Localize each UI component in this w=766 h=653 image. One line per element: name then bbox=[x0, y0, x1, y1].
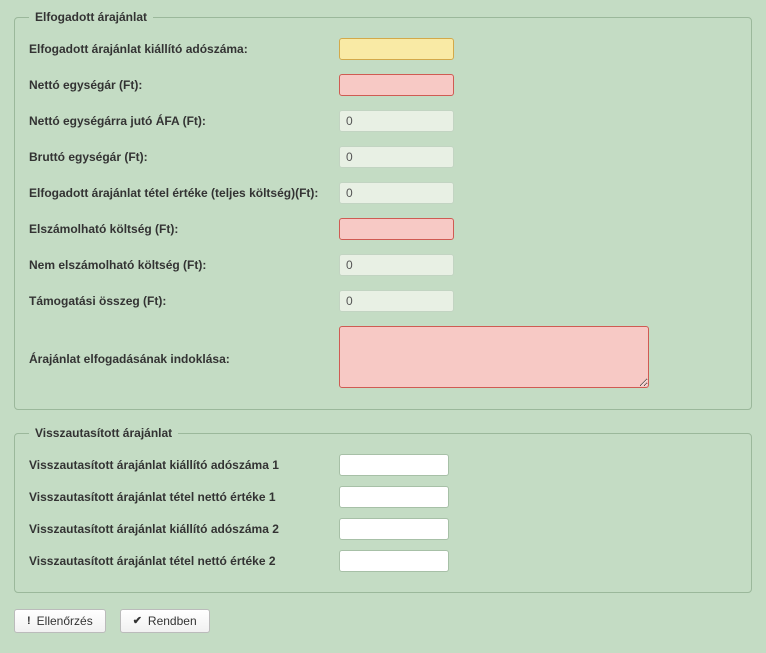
row-rej-net2: Visszautasított árajánlat tétel nettó ér… bbox=[29, 550, 737, 572]
button-bar: ! Ellenőrzés ✔ Rendben bbox=[14, 609, 752, 633]
label-rej-tax1: Visszautasított árajánlat kiállító adósz… bbox=[29, 458, 339, 472]
label-support: Támogatási összeg (Ft): bbox=[29, 294, 339, 308]
ok-button-label: Rendben bbox=[148, 614, 197, 628]
input-net-vat[interactable] bbox=[339, 110, 454, 132]
input-net-unit[interactable] bbox=[339, 74, 454, 96]
row-rej-tax2: Visszautasított árajánlat kiállító adósz… bbox=[29, 518, 737, 540]
label-net-unit: Nettó egységár (Ft): bbox=[29, 78, 339, 92]
input-issuer-tax[interactable] bbox=[339, 38, 454, 60]
row-justification: Árajánlat elfogadásának indoklása: bbox=[29, 326, 737, 391]
row-net-unit: Nettó egységár (Ft): bbox=[29, 74, 737, 96]
row-rej-tax1: Visszautasított árajánlat kiállító adósz… bbox=[29, 454, 737, 476]
rejected-offer-fieldset: Visszautasított árajánlat Visszautasítot… bbox=[14, 426, 752, 593]
label-rej-tax2: Visszautasított árajánlat kiállító adósz… bbox=[29, 522, 339, 536]
label-rej-net1: Visszautasított árajánlat tétel nettó ér… bbox=[29, 490, 339, 504]
row-ineligible: Nem elszámolható költség (Ft): bbox=[29, 254, 737, 276]
ok-button[interactable]: ✔ Rendben bbox=[120, 609, 210, 633]
input-rej-net2[interactable] bbox=[339, 550, 449, 572]
input-support[interactable] bbox=[339, 290, 454, 312]
label-gross-unit: Bruttó egységár (Ft): bbox=[29, 150, 339, 164]
rejected-offer-legend: Visszautasított árajánlat bbox=[29, 426, 178, 440]
textarea-justification[interactable] bbox=[339, 326, 649, 388]
row-item-total: Elfogadott árajánlat tétel értéke (telje… bbox=[29, 182, 737, 204]
row-rej-net1: Visszautasított árajánlat tétel nettó ér… bbox=[29, 486, 737, 508]
check-button[interactable]: ! Ellenőrzés bbox=[14, 609, 106, 633]
label-eligible: Elszámolható költség (Ft): bbox=[29, 222, 339, 236]
row-net-vat: Nettó egységárra jutó ÁFA (Ft): bbox=[29, 110, 737, 132]
row-support: Támogatási összeg (Ft): bbox=[29, 290, 737, 312]
input-gross-unit[interactable] bbox=[339, 146, 454, 168]
row-eligible: Elszámolható költség (Ft): bbox=[29, 218, 737, 240]
row-issuer-tax: Elfogadott árajánlat kiállító adószáma: bbox=[29, 38, 737, 60]
input-rej-net1[interactable] bbox=[339, 486, 449, 508]
label-item-total: Elfogadott árajánlat tétel értéke (telje… bbox=[29, 186, 339, 200]
label-net-vat: Nettó egységárra jutó ÁFA (Ft): bbox=[29, 114, 339, 128]
input-ineligible[interactable] bbox=[339, 254, 454, 276]
row-gross-unit: Bruttó egységár (Ft): bbox=[29, 146, 737, 168]
check-icon: ✔ bbox=[133, 616, 142, 627]
input-eligible[interactable] bbox=[339, 218, 454, 240]
label-ineligible: Nem elszámolható költség (Ft): bbox=[29, 258, 339, 272]
exclamation-icon: ! bbox=[27, 616, 31, 627]
accepted-offer-legend: Elfogadott árajánlat bbox=[29, 10, 153, 24]
accepted-offer-fieldset: Elfogadott árajánlat Elfogadott árajánla… bbox=[14, 10, 752, 410]
label-justification: Árajánlat elfogadásának indoklása: bbox=[29, 352, 339, 366]
check-button-label: Ellenőrzés bbox=[37, 614, 93, 628]
input-item-total[interactable] bbox=[339, 182, 454, 204]
label-issuer-tax: Elfogadott árajánlat kiállító adószáma: bbox=[29, 42, 339, 56]
input-rej-tax1[interactable] bbox=[339, 454, 449, 476]
label-rej-net2: Visszautasított árajánlat tétel nettó ér… bbox=[29, 554, 339, 568]
input-rej-tax2[interactable] bbox=[339, 518, 449, 540]
